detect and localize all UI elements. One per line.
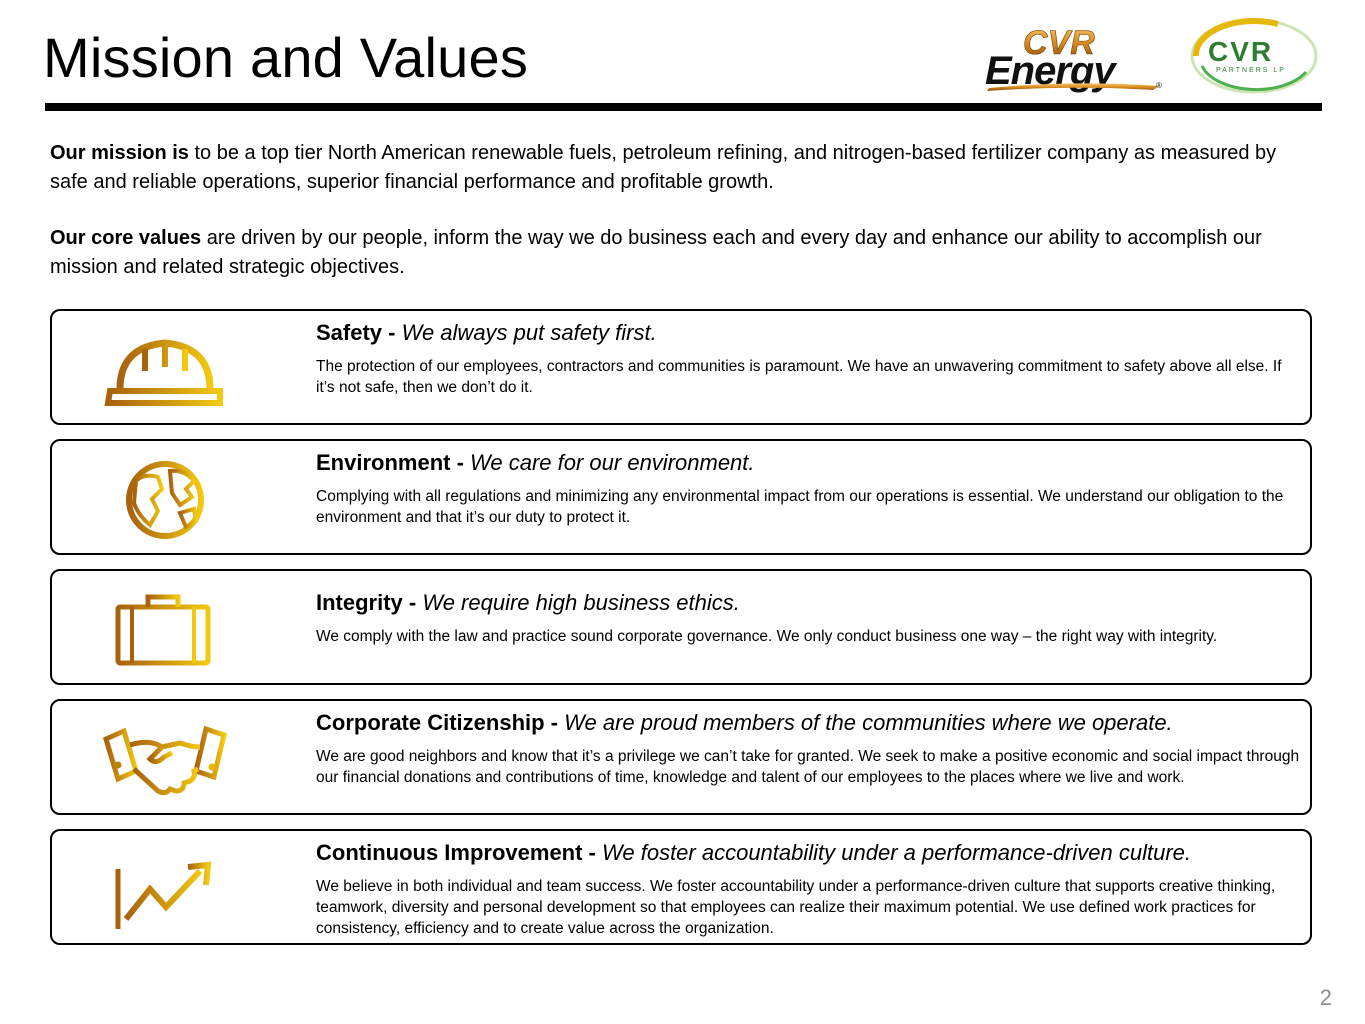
mission-lead: Our mission is xyxy=(50,142,189,164)
value-card-corporate-citizenship: Corporate Citizenship - We are proud mem… xyxy=(50,699,1312,815)
page-title: Mission and Values xyxy=(43,26,529,89)
cvr-partners-logo-subtitle: PARTNERS LP xyxy=(1216,67,1286,74)
page-number: 2 xyxy=(1319,985,1332,1010)
mission-statement: Our mission is to be a top tier North Am… xyxy=(50,139,1315,197)
mission-text: to be a top tier North American renewabl… xyxy=(50,142,1277,193)
value-card-integrity: Integrity - We require high business eth… xyxy=(50,569,1312,685)
cvr-energy-logo: CVR Energy ® xyxy=(985,24,1162,93)
hard-hat-icon xyxy=(104,339,223,406)
value-description-corporate-citizenship: We are good neighbors and know that it’s… xyxy=(316,748,1300,786)
value-name-environment: Environment - xyxy=(316,450,471,475)
core-values-lead: Our core values xyxy=(50,227,202,249)
value-tagline-corporate-citizenship: We are proud members of the communities … xyxy=(564,710,1173,735)
growth-chart-icon xyxy=(115,861,212,929)
cvr-partners-logo-cvr: CVR xyxy=(1208,36,1273,67)
title-divider xyxy=(45,103,1322,111)
value-card-safety: Safety - We always put safety first. The… xyxy=(50,309,1312,425)
core-values-statement: Our core values are driven by our people… xyxy=(50,224,1315,282)
handshake-icon xyxy=(102,725,227,796)
value-card-continuous-improvement: Continuous Improvement - We foster accou… xyxy=(50,829,1312,945)
value-description-integrity: We comply with the law and practice soun… xyxy=(316,628,1218,645)
value-card-environment: Environment - We care for our environmen… xyxy=(50,439,1312,555)
globe-icon xyxy=(126,461,204,539)
value-tagline-continuous-improvement: We foster accountability under a perform… xyxy=(602,840,1191,865)
value-description-safety: The protection of our employees, contrac… xyxy=(316,358,1282,396)
briefcase-icon xyxy=(115,594,211,666)
value-tagline-safety: We always put safety first. xyxy=(401,320,657,345)
value-name-safety: Safety - xyxy=(316,320,402,345)
cvr-partners-logo: CVR PARTNERS LP xyxy=(1190,17,1318,94)
value-tagline-integrity: We require high business ethics. xyxy=(422,590,740,615)
value-name-corporate-citizenship: Corporate Citizenship - xyxy=(316,710,565,735)
value-description-continuous-improvement: We believe in both individual and team s… xyxy=(316,878,1276,937)
cvr-energy-logo-cvr: CVR xyxy=(1023,24,1095,62)
value-tagline-environment: We care for our environment. xyxy=(470,450,755,475)
value-name-continuous-improvement: Continuous Improvement - xyxy=(316,840,602,865)
core-values-text: are driven by our people, inform the way… xyxy=(50,227,1262,278)
registered-mark: ® xyxy=(1156,81,1162,90)
value-description-environment: Complying with all regulations and minim… xyxy=(316,488,1284,526)
value-name-integrity: Integrity - xyxy=(316,590,423,615)
